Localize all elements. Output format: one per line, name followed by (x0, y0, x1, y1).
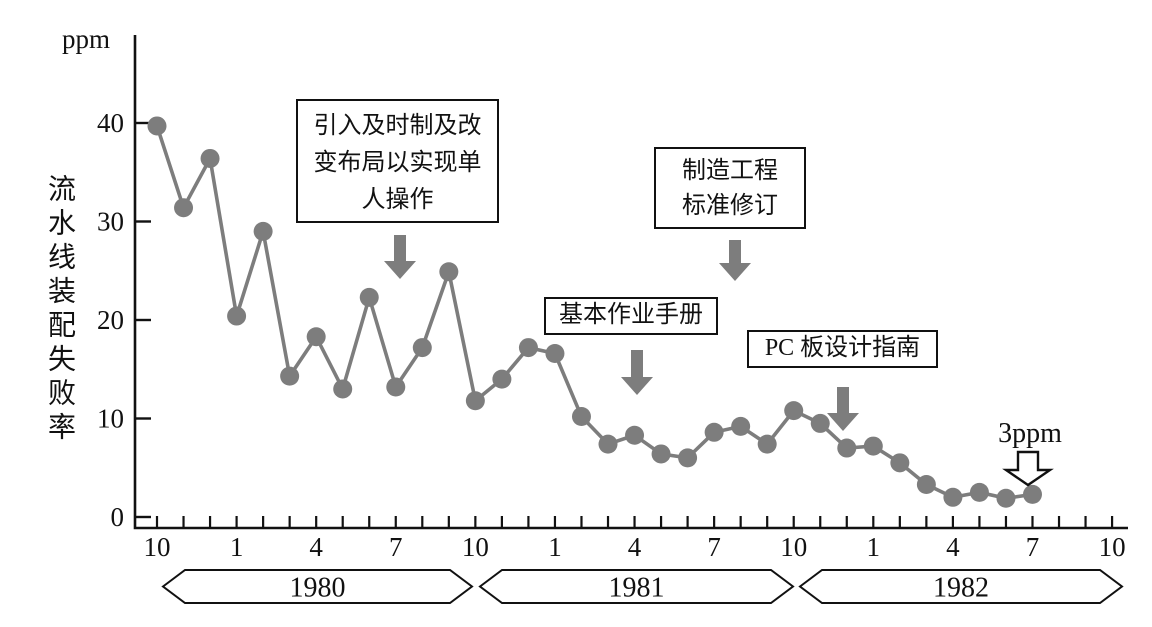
data-point (518, 338, 538, 358)
x-axis-tick-label: 7 (389, 532, 403, 562)
data-point (625, 425, 645, 445)
annotation-text-line: 制造工程 (682, 158, 778, 184)
y-axis-title: 流水线装配失败率 (44, 174, 75, 446)
y-axis-tick-label: 30 (97, 207, 124, 237)
x-axis-tick-label: 10 (780, 532, 807, 562)
data-point (306, 327, 326, 347)
data-point (969, 482, 989, 502)
x-axis-tick-label: 10 (144, 532, 171, 562)
year-band (798, 569, 1124, 604)
data-point (174, 198, 194, 218)
data-point (996, 488, 1016, 508)
down-arrow-icon (719, 240, 751, 281)
data-point (704, 422, 724, 442)
down-arrow-icon (621, 350, 653, 395)
data-point (784, 401, 804, 421)
data-point (200, 148, 220, 168)
year-band (478, 569, 795, 604)
annotation-text-line: 变布局以实现单 (313, 150, 482, 176)
x-axis-tick-label: 7 (1026, 532, 1040, 562)
data-point (731, 416, 751, 436)
axis-lines (133, 35, 1128, 530)
hollow-down-arrow-icon (1002, 450, 1054, 487)
data-point (465, 391, 485, 411)
x-axis-tick-label: 10 (1099, 532, 1126, 562)
data-point (598, 434, 618, 454)
x-axis-tick-label: 1 (867, 532, 881, 562)
annotation-text-line: 人操作 (361, 187, 434, 213)
data-point (545, 343, 565, 363)
annotation-text-line: 基本作业手册 (559, 302, 703, 328)
x-axis-tick-label: 4 (628, 532, 642, 562)
y-axis-tick-label: 0 (111, 502, 125, 532)
data-point (253, 221, 273, 241)
data-point (412, 338, 432, 358)
x-axis-tick-label: 7 (707, 532, 721, 562)
annotation-box-jit-layout: 引入及时制及改 变布局以实现单 人操作 (296, 99, 499, 223)
series-line (155, 125, 1033, 501)
data-point (837, 438, 857, 458)
data-point (757, 434, 777, 454)
x-axis-tick-label: 1 (548, 532, 562, 562)
x-axis-tick-label: 10 (462, 532, 489, 562)
down-arrow-icon (827, 387, 859, 431)
y-axis-unit-label: ppm (62, 24, 111, 54)
annotation-box-pcb-guide: PC 板设计指南 (747, 330, 938, 368)
data-point (1022, 484, 1042, 504)
data-point (439, 262, 459, 282)
data-point (810, 413, 830, 433)
x-axis-tick-label: 4 (309, 532, 323, 562)
data-point (227, 306, 247, 326)
y-axis-tick-label: 40 (97, 108, 124, 138)
data-point (651, 444, 671, 464)
down-arrow-icon (384, 235, 416, 279)
year-band-label: 1980 (290, 573, 346, 604)
annotation-text-line: 引入及时制及改 (313, 113, 482, 139)
data-point (280, 366, 300, 386)
data-point (333, 379, 353, 399)
data-point (571, 407, 591, 427)
y-axis-tick-label: 10 (97, 404, 124, 434)
data-point (916, 474, 936, 494)
x-axis-tick-label: 4 (946, 532, 960, 562)
target-3ppm-label: 3ppm (998, 418, 1062, 449)
data-point (359, 287, 379, 307)
annotation-text-line: PC 板设计指南 (764, 335, 921, 361)
data-point (943, 487, 963, 507)
x-axis-tick-label: 1 (230, 532, 244, 562)
data-point (492, 369, 512, 389)
year-band (161, 569, 474, 604)
annotation-text-line: 标准修订 (682, 193, 778, 219)
annotation-box-work-manual: 基本作业手册 (544, 297, 718, 335)
annotation-box-mfg-standard: 制造工程 标准修订 (654, 147, 806, 229)
data-point (678, 448, 698, 468)
data-point (147, 116, 167, 136)
year-band-label: 1982 (933, 573, 989, 604)
data-point (386, 377, 406, 397)
y-axis-tick-label: 20 (97, 305, 124, 335)
data-point (890, 453, 910, 473)
year-band-label: 1981 (609, 573, 665, 604)
data-point (863, 436, 883, 456)
